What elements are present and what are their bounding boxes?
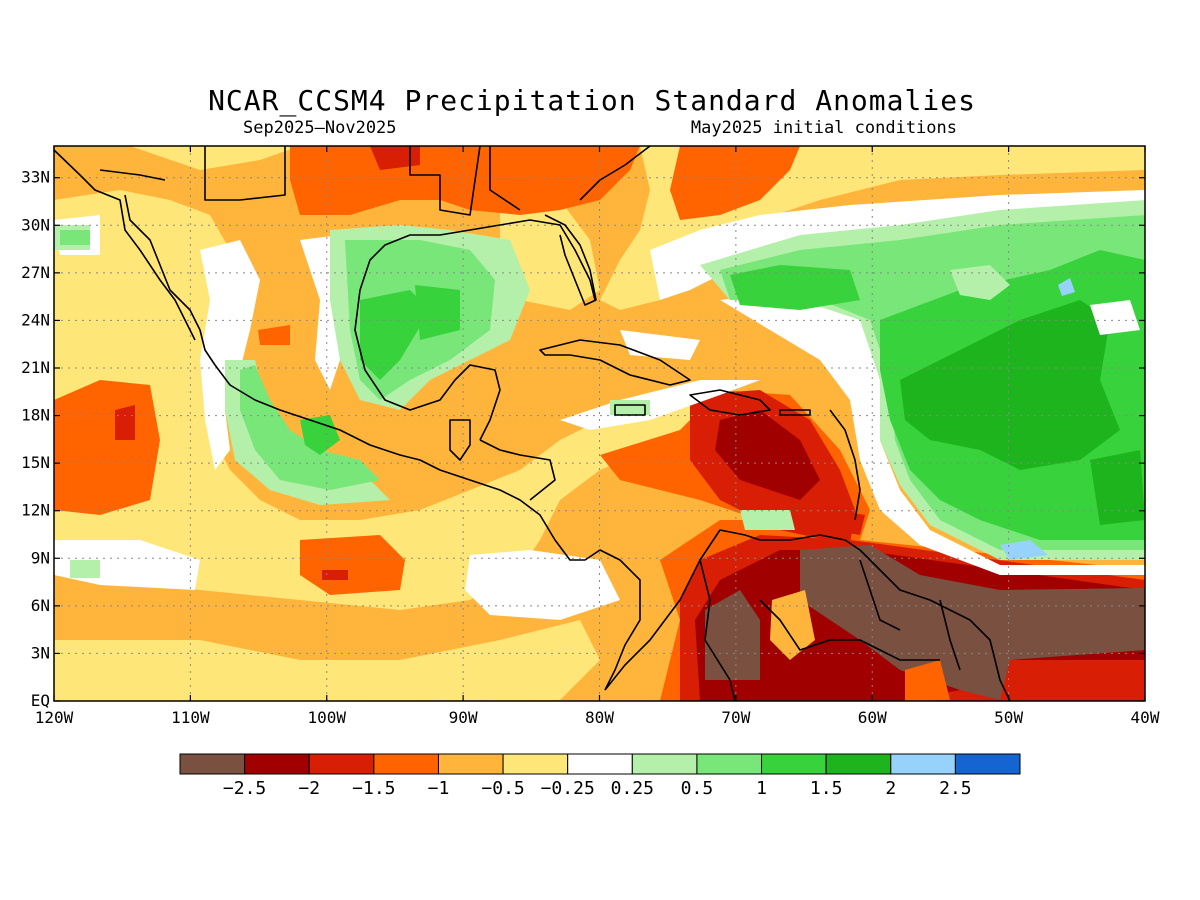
colorbar-swatch	[308, 753, 375, 775]
lat-tick-label: 21N	[21, 358, 50, 377]
colorbar-label: 0.5	[681, 778, 714, 799]
lon-tick-label: 80W	[585, 708, 614, 727]
map-title: NCAR_CCSM4 Precipitation Standard Anomal…	[208, 84, 976, 117]
axis-ticks: 120W 110W 100W 90W 80W 70W 60W 50W 40W EQ 3N 6N 9N 12…	[21, 146, 1160, 727]
colorbar-label: −2.5	[223, 778, 266, 799]
colorbar-label: −1	[428, 778, 450, 799]
colorbar-swatch	[890, 753, 956, 775]
lon-tick-label: 110W	[171, 708, 210, 727]
lon-tick-label: 100W	[307, 708, 346, 727]
colorbar-swatch	[696, 753, 763, 775]
anomaly-shading	[54, 146, 1145, 701]
colorbar-swatch	[373, 753, 439, 775]
colorbar-label: −1.5	[352, 778, 395, 799]
colorbar-swatch	[954, 753, 1021, 775]
colorbar: −2.5 −2 −1.5 −1 −0.5 −0.25 0.25 0.5 1 1.5 2 2.5	[179, 753, 1021, 799]
lon-tick-label: 60W	[858, 708, 887, 727]
colorbar-label: 1	[756, 778, 767, 799]
lat-tick-label: 24N	[21, 310, 50, 329]
colorbar-label: 1.5	[810, 778, 843, 799]
colorbar-swatch	[244, 753, 310, 775]
colorbar-label: −0.5	[481, 778, 524, 799]
lat-tick-label: 33N	[21, 168, 50, 187]
colorbar-swatch	[631, 753, 698, 775]
gridlines	[54, 146, 1145, 701]
colorbar-swatch	[761, 753, 827, 775]
coastlines	[54, 146, 1011, 701]
lat-tick-label: 30N	[21, 215, 50, 234]
lon-tick-label: 70W	[721, 708, 750, 727]
lat-tick-label: 27N	[21, 263, 50, 282]
lon-tick-label: 40W	[1131, 708, 1160, 727]
lat-tick-label: 6N	[31, 596, 50, 615]
lon-tick-label: 120W	[35, 708, 74, 727]
colorbar-swatch	[567, 753, 633, 775]
lat-tick-label: 18N	[21, 406, 50, 425]
colorbar-swatch	[502, 753, 569, 775]
colorbar-label: −2	[298, 778, 320, 799]
colorbar-label: 2	[885, 778, 896, 799]
lat-tick-label: 9N	[31, 548, 50, 567]
initial-conditions: May2025 initial conditions	[690, 118, 957, 138]
colorbar-label: 2.5	[939, 778, 972, 799]
colorbar-swatch	[179, 753, 246, 775]
lat-tick-label: 15N	[21, 453, 50, 472]
lat-tick-label: 12N	[21, 501, 50, 520]
lat-tick-label: 3N	[31, 643, 50, 662]
colorbar-label: 0.25	[611, 778, 654, 799]
lon-tick-label: 90W	[449, 708, 478, 727]
forecast-period: Sep2025–Nov2025	[243, 118, 397, 138]
lat-tick-label: EQ	[31, 691, 50, 710]
colorbar-swatch	[825, 753, 892, 775]
colorbar-label: −0.25	[541, 778, 595, 799]
lon-tick-label: 50W	[994, 708, 1023, 727]
colorbar-swatch	[437, 753, 504, 775]
